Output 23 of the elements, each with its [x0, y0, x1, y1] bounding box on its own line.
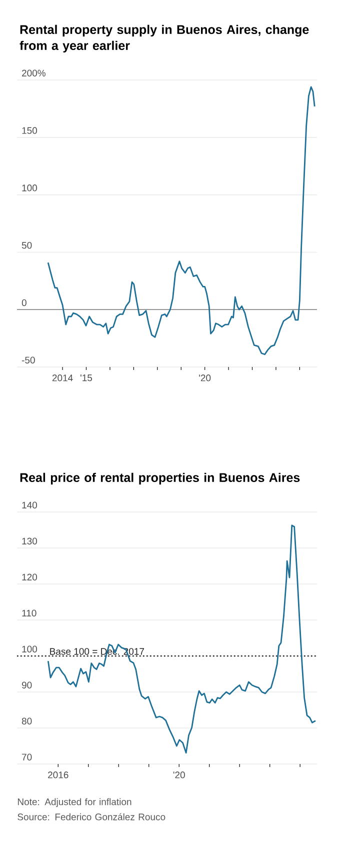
y-tick-label: 130 — [22, 538, 38, 544]
x-tick-label: 2016 — [48, 772, 68, 778]
y-tick-label: 50 — [22, 242, 32, 249]
x-tick-label: '20 — [173, 772, 185, 778]
source-note: Source: Federico González Rouco — [18, 813, 166, 820]
x-tick-label: '15 — [80, 374, 92, 382]
y-tick-label: 100 — [22, 184, 38, 192]
chart-title: Real price of rental properties in Buenos Aires — [20, 472, 300, 484]
y-tick-label: 200% — [22, 70, 46, 76]
y-tick-label: 140 — [22, 502, 38, 508]
x-tick-label: '20 — [199, 374, 211, 382]
y-tick-label: 150 — [22, 127, 38, 134]
y-tick-label: 120 — [22, 574, 38, 580]
y-tick-label: 0 — [22, 299, 26, 306]
y-tick-label: 70 — [22, 754, 32, 760]
x-tick-label: 2014 — [52, 374, 73, 382]
y-tick-label: 90 — [22, 682, 32, 688]
chart-title: Rental property supply in Buenos Aires, change from a year earlier — [20, 24, 309, 52]
y-tick-label: -50 — [22, 356, 35, 364]
text: Note: Adjusted for inflation — [18, 798, 132, 808]
y-tick-label: 110 — [22, 610, 36, 616]
y-tick-label: 100 — [22, 646, 38, 652]
y-tick-label: 80 — [22, 718, 32, 724]
